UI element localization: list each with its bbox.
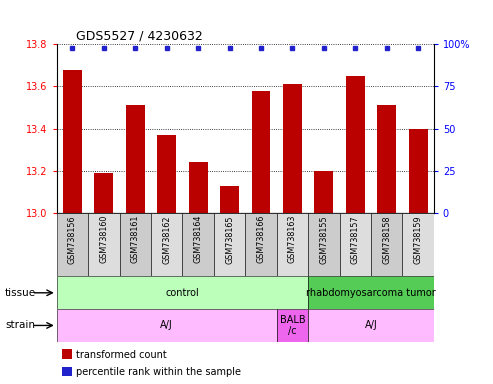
Bar <box>189 162 208 213</box>
Bar <box>214 213 246 276</box>
Bar <box>157 135 176 213</box>
Text: GSM738165: GSM738165 <box>225 215 234 263</box>
Bar <box>57 276 308 309</box>
Bar <box>220 185 239 213</box>
Text: GSM738160: GSM738160 <box>99 215 108 263</box>
Bar <box>308 276 434 309</box>
Text: rhabdomyosarcoma tumor: rhabdomyosarcoma tumor <box>306 288 436 298</box>
Text: GDS5527 / 4230632: GDS5527 / 4230632 <box>75 30 202 43</box>
Bar <box>277 309 308 342</box>
Bar <box>245 213 277 276</box>
Bar <box>371 213 402 276</box>
Text: GSM738164: GSM738164 <box>194 215 203 263</box>
Text: transformed count: transformed count <box>76 350 167 360</box>
Text: GSM738166: GSM738166 <box>256 215 266 263</box>
Bar <box>251 91 270 213</box>
Bar <box>377 106 396 213</box>
Text: GSM738161: GSM738161 <box>131 215 140 263</box>
Text: GSM738159: GSM738159 <box>414 215 423 264</box>
Text: strain: strain <box>5 320 35 331</box>
Text: control: control <box>166 288 199 298</box>
Bar <box>340 213 371 276</box>
Bar <box>308 309 434 342</box>
Bar <box>308 213 340 276</box>
Bar <box>182 213 214 276</box>
Bar <box>402 213 434 276</box>
Bar <box>315 171 333 213</box>
Text: GSM738155: GSM738155 <box>319 215 328 264</box>
Text: GSM738157: GSM738157 <box>351 215 360 264</box>
Text: tissue: tissue <box>5 288 36 298</box>
Text: GSM738163: GSM738163 <box>288 215 297 263</box>
Bar <box>126 106 145 213</box>
Text: A/J: A/J <box>160 320 173 331</box>
Bar <box>277 213 308 276</box>
Bar <box>283 84 302 213</box>
Text: GSM738158: GSM738158 <box>382 215 391 263</box>
Bar <box>119 213 151 276</box>
Bar <box>409 129 427 213</box>
Bar <box>57 309 277 342</box>
Bar <box>346 76 365 213</box>
Bar <box>63 70 82 213</box>
Text: GSM738156: GSM738156 <box>68 215 77 263</box>
Bar <box>57 213 88 276</box>
Text: A/J: A/J <box>365 320 377 331</box>
Text: GSM738162: GSM738162 <box>162 215 171 263</box>
Bar <box>151 213 182 276</box>
Bar <box>94 173 113 213</box>
Bar <box>88 213 119 276</box>
Text: BALB
/c: BALB /c <box>280 314 305 336</box>
Text: percentile rank within the sample: percentile rank within the sample <box>76 367 242 377</box>
